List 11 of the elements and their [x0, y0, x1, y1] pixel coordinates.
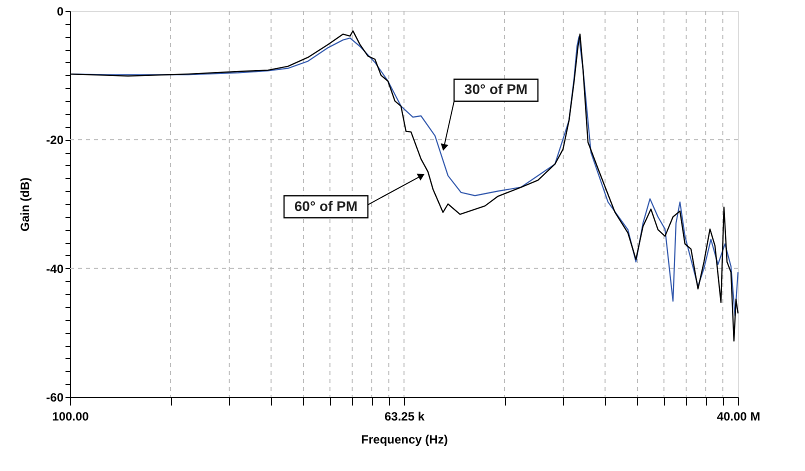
- x-axis-title: Frequency (Hz): [361, 432, 448, 446]
- x-tick-label: 100.00: [52, 410, 90, 424]
- y-tick-label: 0: [56, 4, 64, 18]
- annotation: 60° of PM: [294, 198, 358, 214]
- x-tick-label: 63.25 k: [384, 410, 425, 424]
- x-tick-label: 40.00 M: [716, 410, 760, 424]
- y-tick-label: -20: [46, 133, 64, 148]
- y-tick-label: -60: [46, 390, 64, 404]
- y-axis-title: Gain (dB): [18, 178, 32, 232]
- annotation: 30° of PM: [464, 81, 528, 98]
- y-tick-label: -40: [46, 262, 64, 276]
